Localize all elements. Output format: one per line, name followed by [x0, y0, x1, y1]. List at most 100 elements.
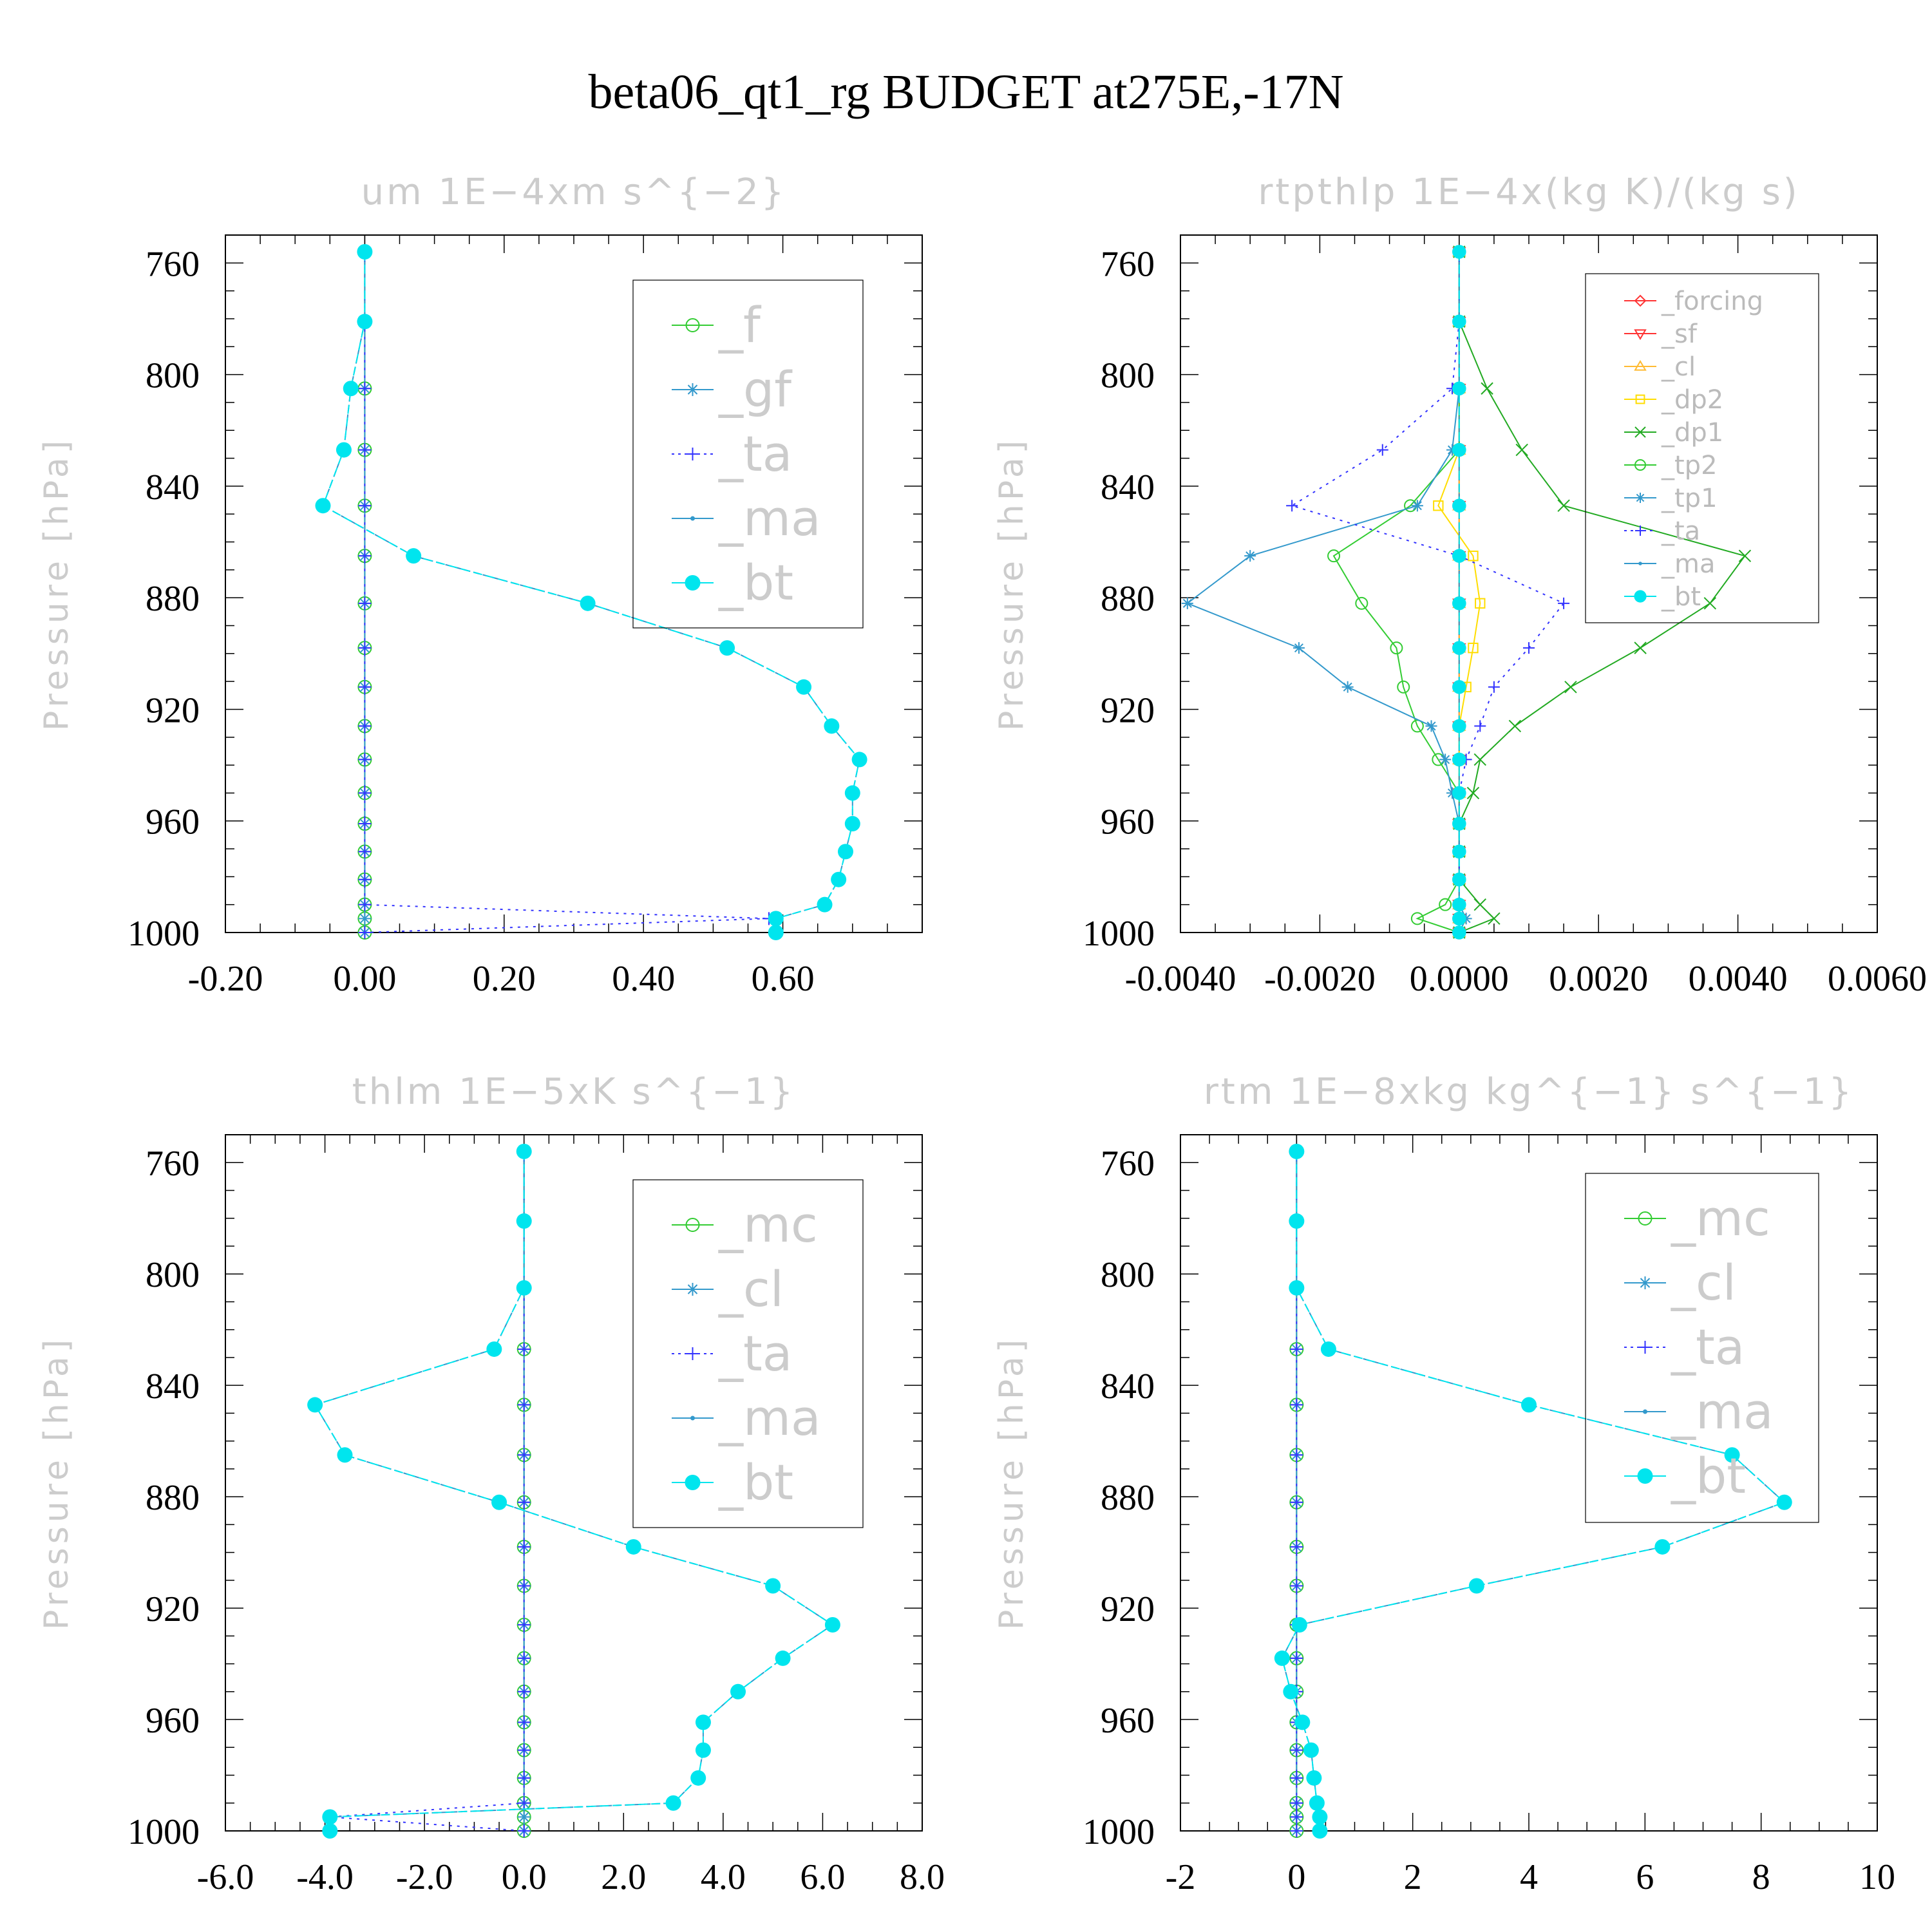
marker-filled-circle: [1452, 245, 1466, 259]
legend: _mc _cl _ta _ma _bt: [1585, 1173, 1819, 1523]
y-tick-label: 960: [146, 802, 200, 842]
marker-filled-circle: [1634, 590, 1647, 603]
marker-circle: [1638, 1211, 1653, 1226]
marker-filled-circle: [1452, 897, 1466, 912]
series-line: [1332, 252, 1460, 933]
marker-filled-circle: [844, 816, 860, 832]
series-bt: [1274, 1143, 1792, 1839]
marker-dot: [1643, 1409, 1647, 1414]
legend-label: _bt: [1671, 1447, 1746, 1504]
x-tick-label: 6: [1636, 1857, 1654, 1897]
marker-plus: [686, 1347, 699, 1360]
marker-plus: [1290, 1796, 1303, 1810]
marker-filled-circle: [1312, 1809, 1328, 1825]
marker-filled-circle: [831, 871, 847, 887]
legend-box: [632, 279, 864, 629]
legend-item-cl: _cl: [1624, 352, 1696, 382]
marker-x: [1488, 912, 1501, 925]
marker-filled-circle: [1303, 1742, 1319, 1758]
chart-panel-3: thlm 1E−5xK s^{−1} Pressure [hPa] -6.0 -4.0…: [37, 1071, 945, 1897]
series-dp1: [1453, 245, 1752, 939]
y-tick-label: 760: [1101, 244, 1155, 284]
y-tick-label: 840: [146, 468, 200, 507]
marker-filled-circle: [775, 1650, 791, 1666]
marker-x: [1508, 719, 1522, 733]
marker-plus: [1488, 681, 1500, 693]
legend-label: _ma: [718, 1389, 821, 1446]
marker-filled-circle: [685, 575, 701, 591]
marker-circle: [1410, 912, 1424, 925]
marker-filled-circle: [1274, 1650, 1290, 1666]
y-tick-label: 800: [146, 356, 200, 396]
marker-plus: [358, 753, 372, 766]
marker-circle: [685, 318, 700, 332]
marker-dot: [690, 516, 695, 521]
marker-plus: [517, 1651, 531, 1665]
y-tick-label: 880: [146, 1478, 200, 1518]
legend-item-ta: _ta: [1624, 516, 1700, 546]
marker-filled-circle: [315, 498, 331, 514]
marker-filled-circle: [824, 1617, 840, 1633]
marker-triangle-down: [1634, 329, 1647, 340]
marker-filled-circle: [837, 844, 853, 860]
series-bt: [307, 1143, 840, 1839]
marker-filled-circle: [1776, 1494, 1792, 1510]
legend-item-bt: _bt: [672, 554, 793, 611]
x-tick-label: 4.0: [701, 1857, 746, 1897]
marker-x: [1634, 426, 1646, 438]
marker-plus: [517, 1796, 531, 1810]
marker-dot: [1638, 562, 1642, 565]
marker-plus: [358, 719, 372, 733]
y-tick-label: 800: [146, 1255, 200, 1295]
y-tick-label: 1000: [128, 1812, 200, 1852]
marker-plus: [358, 898, 372, 911]
x-tick-label: 4: [1520, 1857, 1538, 1897]
marker-filled-circle: [336, 442, 352, 458]
y-axis-label: Pressure [hPa]: [992, 437, 1031, 731]
marker-filled-circle: [516, 1143, 532, 1159]
x-tick-label: -6.0: [197, 1857, 254, 1897]
panel-title: um 1E−4xm s^{−2}: [361, 171, 787, 213]
marker-filled-circle: [1291, 1617, 1307, 1633]
marker-filled-circle: [1452, 844, 1466, 859]
plot-frame: [225, 234, 923, 933]
marker-filled-circle: [768, 911, 784, 927]
marker-filled-circle: [1452, 752, 1466, 767]
marker-plus: [1286, 500, 1298, 512]
marker-star: [1638, 1276, 1652, 1289]
marker-star: [1293, 642, 1305, 654]
marker-filled-circle: [1452, 872, 1466, 887]
marker-filled-circle: [1452, 381, 1466, 396]
series-line: [1458, 252, 1747, 933]
x-tick-label: -0.20: [188, 959, 263, 999]
marker-plus: [1635, 526, 1645, 536]
marker-filled-circle: [625, 1539, 641, 1555]
legend-item-tp1: _tp1: [1624, 484, 1718, 513]
legend-label: _ma: [718, 489, 821, 547]
legend-label: _cl: [1661, 352, 1696, 382]
marker-filled-circle: [1452, 498, 1466, 513]
y-tick-label: 920: [146, 1589, 200, 1629]
legend-label: _ta: [718, 1325, 792, 1382]
marker-plus: [517, 1618, 531, 1632]
marker-filled-circle: [516, 1213, 532, 1229]
marker-plus: [1523, 642, 1535, 654]
marker-star: [1635, 493, 1645, 503]
marker-plus: [517, 1716, 531, 1729]
marker-filled-circle: [1294, 1714, 1311, 1730]
y-tick-label: 920: [1101, 690, 1155, 730]
legend-label: _dp2: [1661, 385, 1723, 415]
marker-star: [1439, 753, 1452, 766]
marker-star: [1446, 444, 1458, 456]
marker-plus: [517, 1398, 531, 1412]
marker-plus: [517, 1342, 531, 1356]
legend-label: _cl: [1671, 1254, 1736, 1311]
x-tick-label: 0.0020: [1549, 959, 1648, 999]
y-tick-label: 840: [146, 1367, 200, 1406]
marker-filled-circle: [1452, 925, 1466, 940]
marker-square: [1433, 500, 1444, 511]
legend-item-mc: _mc: [672, 1196, 818, 1253]
marker-filled-circle: [491, 1494, 507, 1510]
marker-plus: [517, 1685, 531, 1698]
legend-label: _bt: [718, 1454, 793, 1511]
